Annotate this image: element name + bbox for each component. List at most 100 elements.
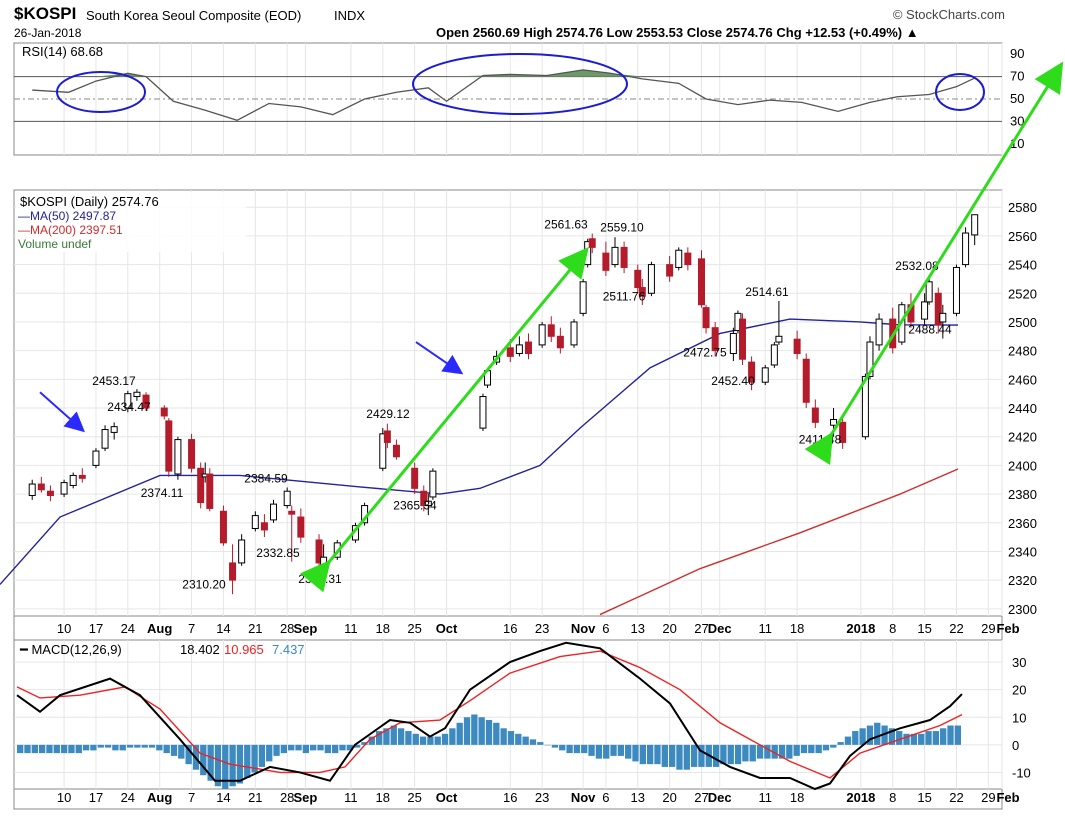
candle-body [283,490,291,507]
macd-hist-bar [676,744,683,770]
macd-hist-bar [134,744,141,748]
candle-body [251,515,259,530]
x-tick-label: 15 [917,621,931,636]
macd-hist-bar [940,728,947,745]
candle-body [748,361,756,383]
rsi-tick-label: 90 [1010,46,1024,61]
x-tick-label: Aug [147,621,172,636]
macd-hist-bar [112,744,119,751]
macd-hist-bar [610,744,617,756]
candle-body [392,444,400,458]
price-annotation: 2472.75 [683,345,727,359]
candle-body [556,335,564,349]
macd-hist-bar [178,744,185,759]
macd-hist-bar [441,733,449,745]
x-tick-label: 17 [89,790,103,805]
candle-body [515,344,523,355]
candle-body [506,347,514,357]
candle-body [297,516,305,538]
macd-hist-bar [793,744,800,756]
chart-date: 26-Jan-2018 [14,26,82,40]
macd-hist-bar [229,744,236,787]
candle-body [962,232,970,266]
macd-hist-bar [925,731,932,745]
macd-hist-bar [749,744,756,762]
macd-hist-bar [456,722,463,745]
macd-hist-bar [141,744,148,748]
macd-hist-bar [119,744,126,751]
x-tick-label: 28 [280,790,294,805]
x-tick-label: 23 [535,621,549,636]
macd-hist-bar [844,736,852,745]
macd-hist-bar [104,744,112,748]
price-annotation: 2514.61 [745,285,789,299]
macd-hist-bar [756,744,764,759]
macd-hist-bar [632,744,639,762]
macd-hist-bar [405,731,412,745]
macd-hist-bar [17,744,24,754]
macd-hist-bar [603,744,610,759]
price-tick-label: 2340 [1008,544,1037,559]
x-tick-label: 8 [889,790,896,805]
candle-body [811,407,819,423]
candle-body [60,482,68,495]
x-tick-label: 17 [89,621,103,636]
macd-hist-bar [815,744,822,754]
price-annotation: 2452.40 [711,374,755,388]
macd-hist-bar [581,744,588,754]
macd-tick-label: 0 [1012,738,1019,753]
price-tick-label: 2360 [1008,516,1037,531]
x-tick-label: 6 [602,790,609,805]
macd-hist-bar [720,744,727,765]
macd-hist-bar [251,744,258,773]
macd-hist-bar [390,725,397,745]
macd-hist-bar [537,742,544,745]
candle-body [270,503,278,521]
macd-hist-bar [185,744,192,765]
macd-hist-bar [236,744,244,784]
x-tick-label: 10 [57,621,71,636]
macd-hist-bar [588,744,595,756]
x-tick-label: Sep [293,621,317,636]
price-tick-label: 2300 [1008,602,1037,617]
macd-hist-bar [449,728,456,745]
macd-hist-bar [852,731,859,745]
macd-legend-signal: 10.965 [224,642,264,657]
macd-hist-bar [808,744,815,754]
macd-hist-bar [31,744,38,754]
macd-legend-hist: 7.437 [272,642,305,657]
candle-body [738,318,746,360]
x-tick-label: 14 [216,790,230,805]
price-annotation: 2310.20 [182,578,226,592]
candle-body [952,266,960,314]
macd-tick-label: 20 [1012,683,1026,698]
x-tick-label: 21 [248,790,262,805]
candle-body [921,301,929,320]
x-tick-label: Oct [436,790,458,805]
exchange-label: INDX [334,8,366,23]
price-annotation: 2429.12 [366,407,410,421]
macd-hist-bar [903,733,910,745]
candle-body [69,474,77,486]
x-tick-label: 6 [602,621,609,636]
macd-hist-bar [566,744,573,754]
ma50-line [0,318,959,585]
brand-label: © StockCharts.com [892,7,1005,22]
candle-body [602,252,610,271]
x-tick-label: 25 [407,790,421,805]
price-annotation: 2384.59 [244,471,288,485]
x-tick-label: 20 [662,621,676,636]
macd-hist-bar [75,744,82,754]
macd-hist-bar [595,744,603,759]
macd-hist-bar [493,722,500,745]
price-tick-label: 2540 [1008,258,1037,273]
x-tick-label: 11 [758,621,772,636]
candle-body [288,510,296,515]
candle-body [770,344,778,366]
x-tick-label: Feb [996,790,1019,805]
macd-hist-bar [258,744,266,767]
candle-body [647,264,655,294]
x-tick-label: Nov [571,790,596,805]
macd-hist-bar [156,744,163,751]
macd-hist-bar [222,744,229,789]
